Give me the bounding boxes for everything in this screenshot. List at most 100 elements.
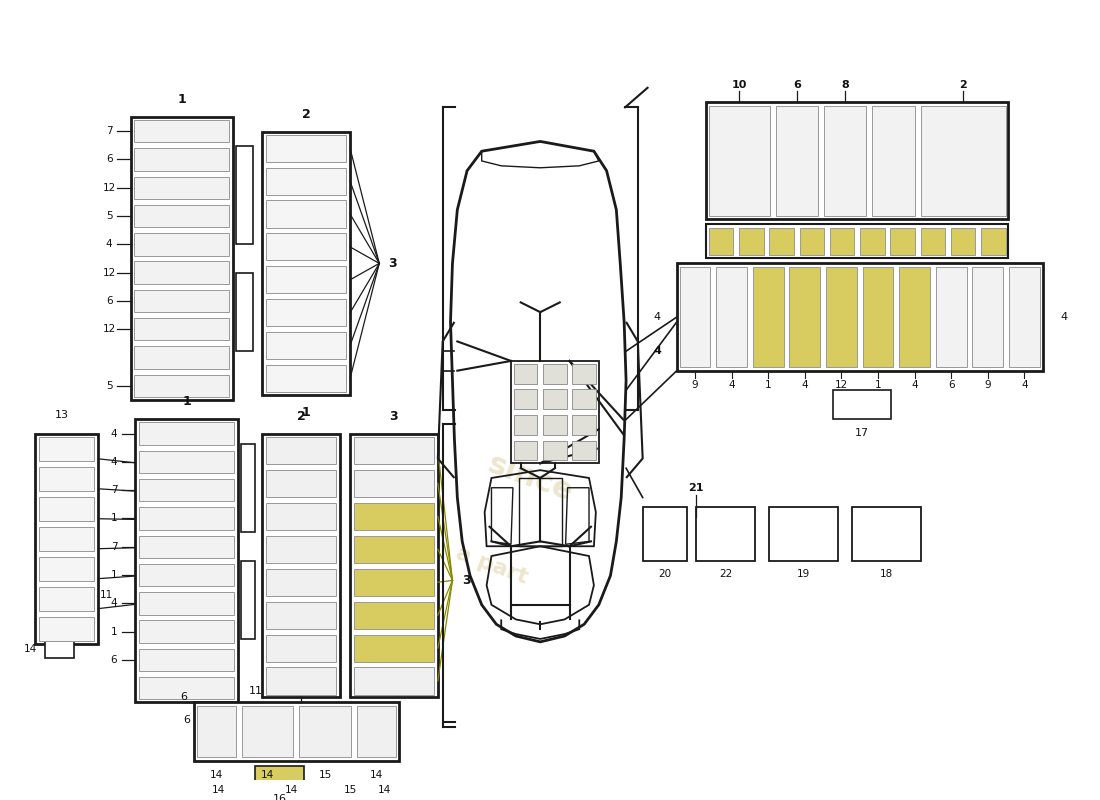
Text: 14: 14	[285, 785, 298, 795]
Bar	[770, 507, 838, 561]
Bar	[266, 437, 337, 464]
Bar	[140, 450, 234, 473]
Text: 11: 11	[249, 686, 263, 696]
Text: 3: 3	[388, 257, 397, 270]
Text: 14: 14	[23, 644, 36, 654]
Bar	[140, 677, 234, 699]
Text: 14: 14	[210, 770, 223, 781]
Bar	[266, 134, 346, 162]
Text: 8: 8	[842, 80, 849, 90]
Bar	[39, 437, 95, 461]
Bar	[356, 706, 396, 757]
Bar	[776, 106, 818, 215]
Text: 17: 17	[855, 428, 869, 438]
Bar	[134, 177, 229, 199]
Bar	[266, 365, 346, 392]
Bar	[140, 620, 234, 643]
Text: 4: 4	[653, 312, 661, 322]
Bar	[514, 364, 537, 384]
Text: 16: 16	[273, 794, 287, 800]
Bar	[241, 561, 255, 639]
Text: 6: 6	[793, 80, 801, 90]
Bar	[950, 228, 976, 254]
Text: 1: 1	[183, 395, 191, 408]
Bar	[140, 479, 234, 502]
Bar	[140, 507, 234, 530]
Bar	[134, 148, 229, 170]
Text: 10: 10	[732, 80, 747, 90]
Bar	[710, 228, 734, 254]
Bar	[826, 267, 857, 366]
Text: 14: 14	[370, 770, 383, 781]
Text: 1: 1	[301, 406, 310, 419]
Text: 1: 1	[177, 93, 186, 106]
Text: 4: 4	[1021, 380, 1027, 390]
Bar	[543, 441, 566, 461]
Bar	[350, 434, 438, 698]
Text: 7: 7	[111, 542, 118, 552]
Bar	[543, 415, 566, 435]
Text: 3: 3	[462, 574, 471, 587]
Bar	[140, 649, 234, 671]
Bar	[790, 267, 821, 366]
Bar	[676, 263, 1043, 370]
Bar	[833, 390, 891, 419]
Bar	[981, 228, 1005, 254]
Text: 4: 4	[653, 346, 661, 356]
Text: 4: 4	[111, 429, 118, 438]
Bar	[706, 102, 1009, 219]
Bar	[134, 262, 229, 284]
Bar	[354, 569, 433, 596]
Text: 7: 7	[111, 485, 118, 495]
Bar	[512, 361, 598, 463]
Bar	[354, 634, 433, 662]
Text: 12: 12	[102, 182, 116, 193]
Text: 4: 4	[106, 239, 112, 250]
Bar	[140, 564, 234, 586]
Bar	[830, 228, 855, 254]
Bar	[1009, 267, 1040, 366]
Bar	[696, 507, 755, 561]
Bar	[572, 364, 596, 384]
Bar	[354, 503, 433, 530]
Bar	[262, 132, 350, 395]
Bar	[899, 267, 930, 366]
Bar	[194, 702, 399, 761]
Text: 4: 4	[111, 598, 118, 608]
Text: 5: 5	[106, 211, 112, 221]
Text: 6: 6	[180, 693, 188, 702]
Text: 14: 14	[261, 770, 274, 781]
Text: 4: 4	[802, 380, 808, 390]
Bar	[134, 120, 229, 142]
Text: 11: 11	[99, 590, 113, 600]
Bar	[514, 441, 537, 461]
Bar	[266, 503, 337, 530]
Bar	[543, 390, 566, 410]
Bar	[710, 106, 770, 215]
Text: 13: 13	[55, 410, 69, 419]
Bar	[45, 641, 74, 658]
Bar	[266, 167, 346, 194]
Text: 15: 15	[343, 785, 356, 795]
Bar	[266, 266, 346, 294]
Bar	[514, 415, 537, 435]
Bar	[134, 233, 229, 255]
Bar	[680, 267, 711, 366]
Bar	[140, 535, 234, 558]
Bar	[921, 228, 945, 254]
Bar	[135, 419, 238, 702]
Bar	[642, 507, 686, 561]
Text: 9: 9	[692, 380, 698, 390]
Bar	[572, 441, 596, 461]
Bar	[354, 437, 433, 464]
Bar	[266, 234, 346, 261]
Text: 6: 6	[948, 380, 955, 390]
Bar	[134, 374, 229, 397]
Bar	[354, 667, 433, 694]
Text: 1: 1	[111, 514, 118, 523]
Bar	[235, 273, 253, 351]
Bar	[936, 267, 967, 366]
Bar	[572, 390, 596, 410]
Bar	[140, 422, 234, 445]
Bar	[266, 299, 346, 326]
